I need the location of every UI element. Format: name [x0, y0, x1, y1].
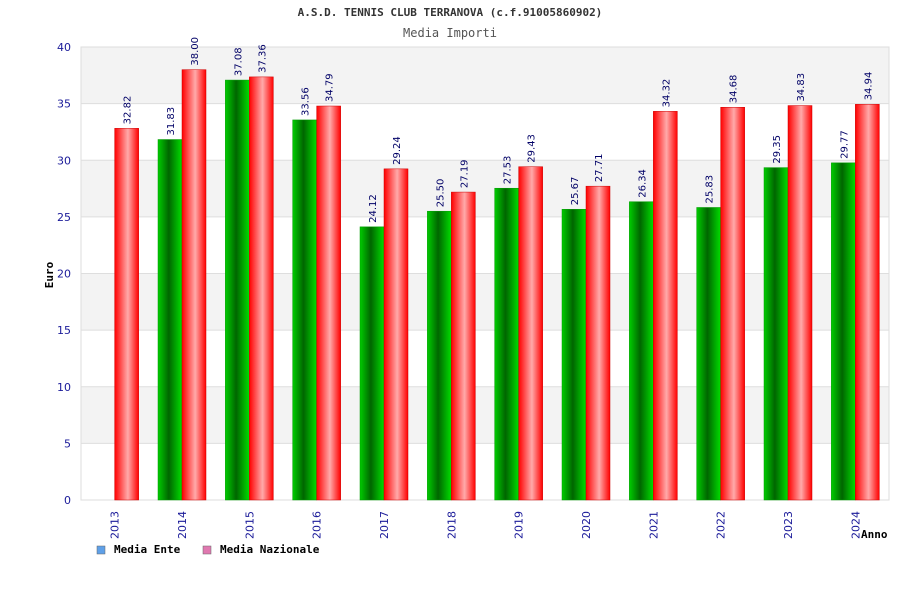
bar-media-ente-2019 [494, 187, 519, 501]
plot-band [81, 47, 889, 104]
legend-label: Media Ente [114, 543, 181, 556]
value-label: 34.83 [796, 73, 807, 102]
plot-band [81, 443, 889, 500]
bar-media-ente-2015 [225, 79, 250, 501]
plot-band [81, 103, 889, 161]
bars-layer [114, 69, 880, 501]
bar-media-ente-2022 [696, 207, 721, 501]
x-tick-label: 2016 [311, 511, 324, 539]
y-tick-label: 30 [57, 154, 71, 167]
y-tick-label: 25 [57, 211, 71, 224]
x-axis-ticks: 2013 2014 2015 2016 2017 2018 2019 2020 2021 2022… [109, 511, 863, 539]
legend: Media Ente Media Nazionale [96, 543, 320, 556]
value-label: 24.12 [368, 194, 379, 223]
value-label: 29.24 [392, 136, 403, 165]
y-tick-label: 0 [64, 494, 71, 507]
bar-media-nazionale-2020 [585, 185, 611, 501]
x-tick-label: 2020 [580, 511, 593, 539]
chart-title: A.S.D. TENNIS CLUB TERRANOVA (c.f.910058… [298, 6, 603, 19]
plot-band [81, 273, 889, 331]
legend-swatch [202, 545, 212, 555]
bar-media-nazionale-2023 [787, 105, 813, 501]
bar-media-nazionale-2017 [383, 168, 409, 501]
bar-media-nazionale-2018 [451, 191, 476, 501]
value-label: 33.56 [301, 87, 312, 116]
chart-subtitle: Media Importi [403, 26, 497, 40]
plot-band [81, 160, 889, 217]
value-label: 26.34 [637, 169, 648, 198]
bar-media-ente-2016 [292, 119, 317, 501]
bar-media-ente-2014 [157, 139, 183, 501]
x-tick-label: 2019 [513, 511, 526, 539]
value-label: 38.00 [190, 37, 201, 66]
y-tick-label: 35 [57, 98, 71, 111]
y-tick-label: 10 [57, 381, 71, 394]
x-axis-label: Anno [861, 528, 888, 541]
bar-media-ente-2023 [763, 167, 789, 501]
value-label: 37.08 [233, 47, 244, 76]
x-tick-label: 2014 [176, 511, 189, 539]
x-tick-label: 2022 [715, 511, 728, 539]
value-labels-layer: 32.82 31.83 38.00 37.08 37.36 33.56 34.79 24.12… [123, 37, 875, 223]
x-tick-label: 2015 [243, 511, 256, 539]
x-tick-label: 2017 [378, 511, 391, 539]
bar-media-nazionale-2014 [181, 69, 207, 501]
x-tick-label: 2018 [445, 511, 458, 539]
plot-band [81, 386, 889, 444]
value-label: 25.67 [570, 177, 581, 206]
bar-media-nazionale-2021 [653, 111, 678, 501]
y-axis-ticks: 0 5 10 15 20 25 30 35 40 [57, 41, 71, 507]
grid-lines [81, 46, 889, 501]
value-label: 29.35 [772, 135, 783, 164]
legend-swatch [96, 545, 106, 555]
bar-media-nazionale-2016 [316, 105, 341, 501]
value-label: 32.82 [123, 96, 134, 125]
y-axis-label: Euro [43, 261, 56, 288]
y-tick-label: 40 [57, 41, 71, 54]
value-label: 37.36 [257, 44, 268, 73]
legend-label: Media Nazionale [220, 543, 320, 556]
value-label: 34.68 [729, 75, 740, 104]
x-tick-label: 2021 [647, 511, 660, 539]
bar-media-ente-2024 [831, 162, 856, 501]
x-tick-label: 2013 [109, 511, 122, 539]
y-tick-label: 15 [57, 324, 71, 337]
value-label: 27.53 [503, 156, 514, 185]
value-label: 25.83 [705, 175, 716, 204]
x-tick-label: 2024 [849, 511, 862, 539]
bar-media-ente-2021 [629, 201, 654, 501]
y-tick-label: 5 [64, 437, 71, 450]
plot-band [81, 216, 889, 274]
plot-background [80, 46, 890, 501]
bar-media-ente-2017 [359, 226, 385, 501]
value-label: 25.50 [435, 179, 446, 208]
value-label: 31.83 [166, 107, 177, 136]
bar-media-nazionale-2019 [518, 166, 543, 501]
bar-media-ente-2018 [427, 210, 452, 501]
bar-media-ente-2020 [561, 209, 587, 501]
value-label: 29.77 [839, 130, 850, 159]
bar-media-nazionale-2013 [114, 128, 139, 501]
x-tick-label: 2023 [782, 511, 795, 539]
plot-band [81, 330, 889, 387]
value-label: 34.32 [661, 79, 672, 108]
bar-media-nazionale-2015 [249, 76, 274, 501]
value-label: 27.19 [459, 159, 470, 188]
value-label: 34.94 [863, 72, 874, 101]
bar-media-nazionale-2024 [855, 104, 880, 501]
value-label: 29.43 [527, 134, 538, 163]
value-label: 27.71 [594, 154, 605, 183]
bar-media-nazionale-2022 [720, 106, 745, 501]
y-tick-label: 20 [57, 268, 71, 281]
value-label: 34.79 [325, 73, 336, 102]
